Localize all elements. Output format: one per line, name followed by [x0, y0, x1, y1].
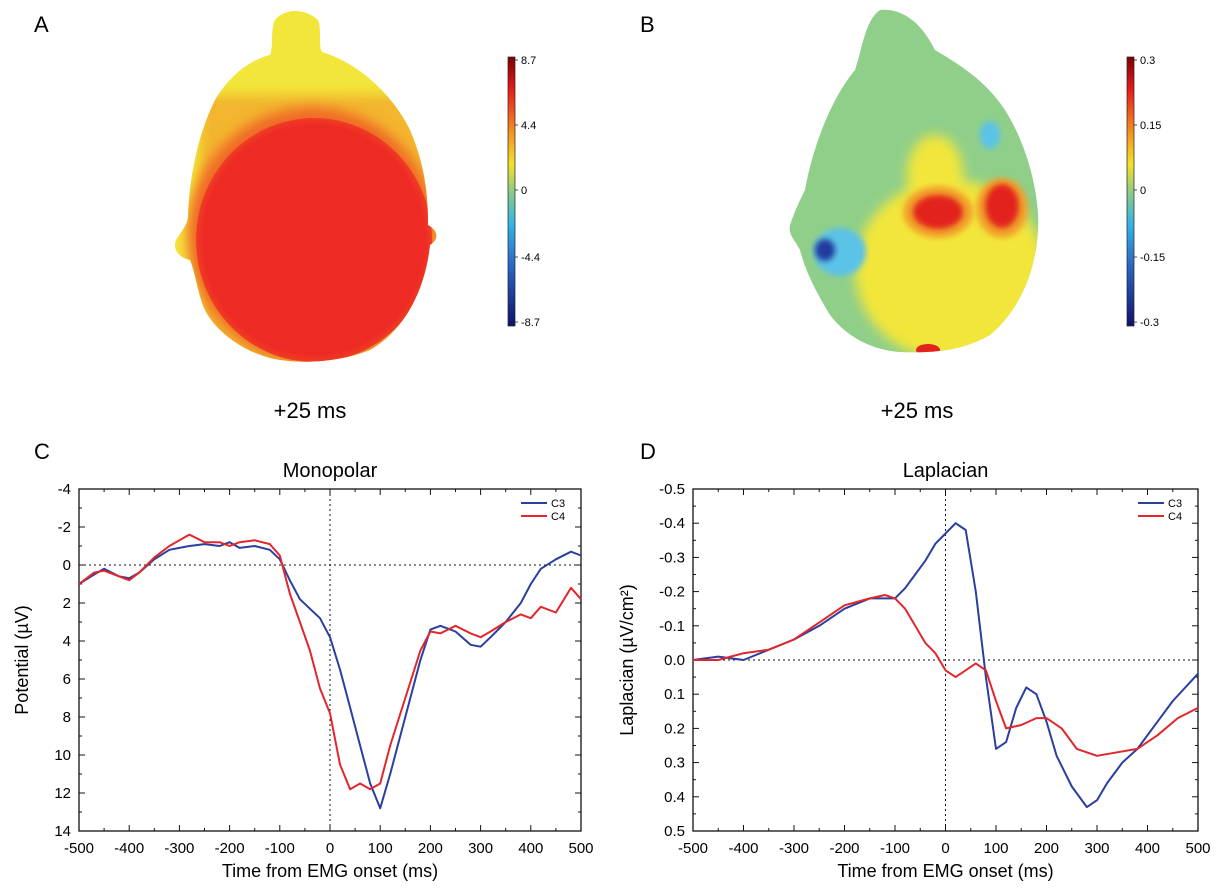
panel-letter-c: C [34, 439, 50, 464]
x-tick-label: 500 [568, 840, 593, 857]
legend-label: C3 [1168, 498, 1182, 510]
x-tick-label: 300 [468, 840, 493, 857]
y-tick-label: 14 [54, 823, 71, 840]
y-tick-label: -0.2 [659, 584, 685, 601]
colorbar-a-tick: 4.4 [521, 120, 536, 132]
y-tick-label: 0.4 [664, 789, 685, 806]
x-tick-label: 400 [518, 840, 543, 857]
y-tick-label: 0.5 [664, 823, 685, 840]
colorbar-b-tick: -0.15 [1140, 252, 1165, 264]
x-tick-label: -100 [265, 840, 295, 857]
chart-laplacian: -500 -400 -300 -200 -100 0 100 200 300 400 500 -0.5… [617, 460, 1211, 881]
colorbar-a-tick: 8.7 [521, 55, 536, 67]
x-tick-label: 500 [1185, 840, 1210, 857]
colorbar-b: 0.3 0.15 0 -0.15 -0.3 [1126, 55, 1165, 329]
x-axis-label: Time from EMG onset (ms) [837, 861, 1053, 881]
x-tick-label: -400 [114, 840, 144, 857]
x-tick-label: -500 [64, 840, 94, 857]
y-tick-label: 8 [63, 709, 71, 726]
x-tick-label: -500 [678, 840, 708, 857]
series-line-c4 [78, 533, 582, 791]
y-tick-label: 0.3 [664, 755, 685, 772]
y-tick-label: 10 [54, 747, 71, 764]
time-label-a: +25 ms [274, 398, 347, 423]
y-tick-label: -0.5 [659, 481, 685, 498]
panel-letter-a: A [34, 12, 49, 37]
series-line-c3 [78, 541, 582, 810]
y-axis-label: Potential (µV) [12, 605, 32, 714]
y-tick-label: 0.2 [664, 720, 685, 737]
y-tick-label: 6 [63, 671, 71, 688]
y-tick-label: -4 [58, 481, 71, 498]
y-tick-label: 2 [63, 595, 71, 612]
colorbar-a-tick: 0 [521, 185, 527, 197]
chart-title: Laplacian [903, 460, 989, 482]
colorbar-b-tick: 0 [1140, 185, 1146, 197]
x-tick-label: 300 [1084, 840, 1109, 857]
y-tick-label: -0.4 [659, 515, 685, 532]
x-tick-label: 0 [326, 840, 334, 857]
series-line-c4 [693, 594, 1199, 757]
time-label-b: +25 ms [881, 398, 954, 423]
x-tick-label: -200 [215, 840, 245, 857]
y-tick-label: -0.3 [659, 549, 685, 566]
series-line-c3 [692, 522, 1199, 809]
colorbar-b-tick: 0.15 [1140, 120, 1161, 132]
colorbar-b-tick: 0.3 [1140, 55, 1155, 67]
colorbar-a-tick: -4.4 [521, 252, 540, 264]
y-tick-label: -2 [58, 519, 71, 536]
x-tick-label: 100 [368, 840, 393, 857]
y-tick-label: 4 [63, 633, 71, 650]
x-tick-label: 200 [1034, 840, 1059, 857]
x-tick-label: -300 [164, 840, 194, 857]
x-tick-label: -400 [728, 840, 758, 857]
head-map-a [174, 11, 437, 362]
y-tick-label: 0 [63, 557, 71, 574]
y-tick-label: 0.1 [664, 686, 685, 703]
x-tick-label: 0 [941, 840, 949, 857]
colorbar-a-tick: -8.7 [521, 317, 540, 329]
chart-monopolar: -500 -400 -300 -200 -100 0 100 200 300 400 500-4-2… [12, 460, 594, 881]
x-tick-label: 200 [418, 840, 443, 857]
legend-label: C4 [1168, 511, 1182, 523]
legend-label: C4 [551, 511, 565, 523]
x-tick-label: 400 [1135, 840, 1160, 857]
colorbar-b-tick: -0.3 [1140, 317, 1159, 329]
panel-letter-b: B [640, 12, 655, 37]
x-axis-label: Time from EMG onset (ms) [222, 861, 438, 881]
head-map-b [789, 9, 1039, 353]
x-tick-label: 100 [983, 840, 1008, 857]
x-tick-label: -100 [880, 840, 910, 857]
panel-letter-d: D [640, 439, 656, 464]
x-tick-label: -200 [829, 840, 859, 857]
colorbar-a: 8.7 4.4 0 -4.4 -8.7 [507, 55, 540, 329]
chart-title: Monopolar [283, 460, 378, 482]
y-tick-label: 0.0 [664, 652, 685, 669]
y-tick-label: 12 [54, 785, 71, 802]
y-tick-label: -0.1 [659, 618, 685, 635]
legend-label: C3 [551, 498, 565, 510]
x-tick-label: -300 [779, 840, 809, 857]
y-axis-label: Laplacian (µV/cm²) [617, 584, 637, 735]
